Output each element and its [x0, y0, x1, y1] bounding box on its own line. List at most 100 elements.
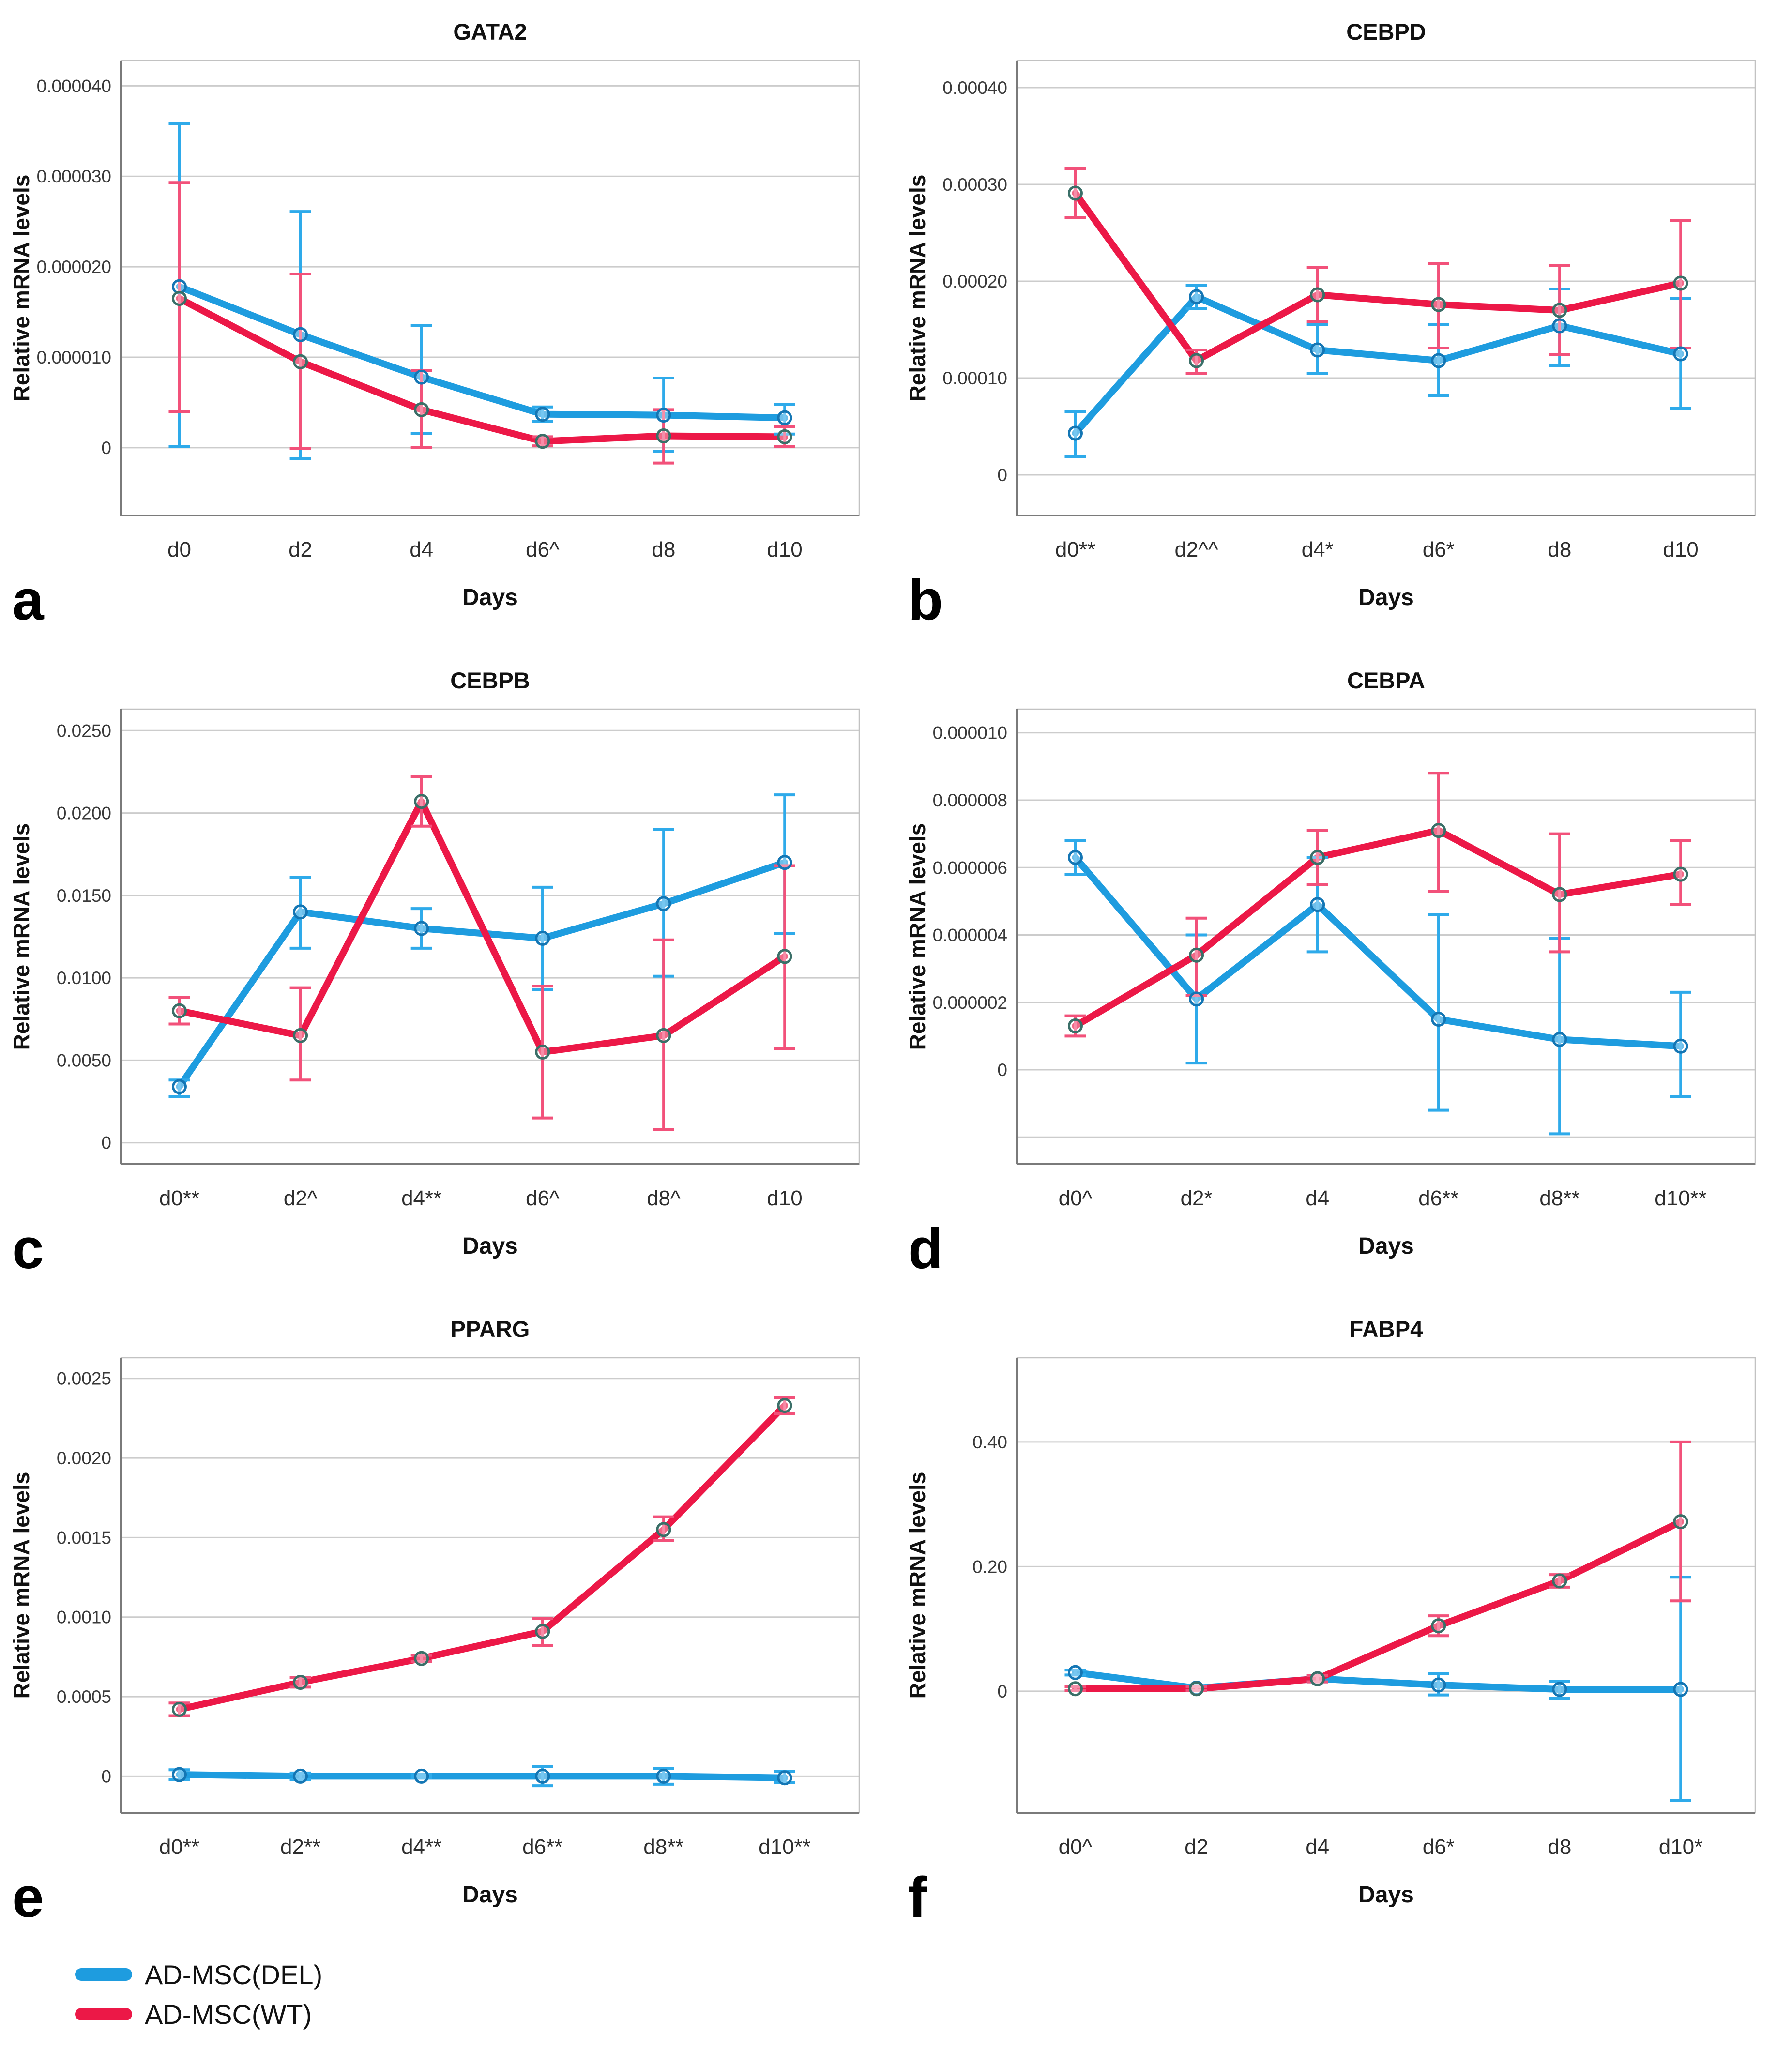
x-axis-title: Days [462, 1233, 518, 1259]
chart-svg-a: 0 0.000010 0.000020 0.000030 0.000040 d0 d2 d4 d… [9, 19, 860, 632]
data-marker-del [293, 327, 308, 342]
legend-label-wt: AD-MSC(WT) [145, 1999, 312, 2030]
x-tick-label: d8** [643, 1835, 683, 1859]
figure-legend: AD-MSC(DEL) AD-MSC(WT) [75, 1955, 1792, 2034]
y-tick-label: 0.000010 [37, 348, 111, 367]
data-marker-wt [1189, 1681, 1204, 1697]
x-axis-title: Days [1358, 1882, 1414, 1908]
x-tick-label: d8 [1548, 538, 1571, 562]
y-tick-label: 0.00030 [942, 175, 1007, 195]
data-marker-del [1067, 425, 1083, 441]
y-tick-label: 0.0015 [57, 1528, 111, 1548]
x-tick-label: d8^ [647, 1186, 681, 1210]
x-tick-label: d10 [1663, 538, 1698, 562]
data-marker-del [1067, 850, 1083, 865]
y-tick-label: 0.0150 [57, 886, 111, 906]
x-tick-label: d6* [1423, 1835, 1455, 1859]
series-line-wt [176, 798, 788, 1056]
y-axis-title: Relative mRNA levels [9, 175, 34, 402]
data-marker-wt [414, 1651, 429, 1666]
x-tick-label: d4* [1302, 538, 1334, 562]
series-line-wt [176, 1402, 788, 1713]
y-tick-label: 0.0020 [57, 1448, 111, 1468]
y-tick-label: 0.000010 [933, 723, 1007, 743]
y-tick-label: 0.0005 [57, 1687, 111, 1707]
data-marker-del [1552, 1032, 1567, 1047]
data-marker-del [293, 1768, 308, 1784]
x-tick-label: d2 [1185, 1835, 1208, 1859]
data-marker-del [1552, 318, 1567, 334]
panel-letter: c [12, 1217, 44, 1281]
panel-letter: a [12, 568, 45, 632]
data-marker-wt [1673, 1514, 1688, 1530]
data-marker-del [414, 1768, 429, 1784]
legend-item-del: AD-MSC(DEL) [75, 1955, 1792, 1994]
data-marker-wt [293, 1028, 308, 1043]
data-marker-wt [777, 1398, 792, 1413]
y-tick-label: 0.000040 [37, 76, 111, 96]
data-marker-wt [656, 1028, 671, 1043]
chart-panel-e: 0 0.0005 0.0010 0.0015 0.0020 0.0025 d0** d2** d… [0, 1297, 896, 1946]
series-line-wt [176, 295, 788, 445]
x-tick-label: d8** [1539, 1186, 1579, 1210]
series-line-del [176, 1771, 788, 1781]
x-tick-label: d4 [410, 538, 433, 562]
data-marker-del [777, 855, 792, 870]
data-marker-wt [777, 429, 792, 444]
x-tick-label: d4** [401, 1835, 441, 1859]
chart-panel-a: 0 0.000010 0.000020 0.000030 0.000040 d0 d2 d4 d… [0, 0, 896, 649]
data-marker-wt [171, 1701, 187, 1717]
data-marker-wt [1552, 1573, 1567, 1589]
chart-title: FABP4 [1350, 1316, 1423, 1342]
y-tick-label: 0.000008 [933, 790, 1007, 810]
x-tick-label: d0** [159, 1835, 199, 1859]
y-tick-label: 0.00040 [942, 78, 1007, 98]
y-tick-label: 0.0250 [57, 721, 111, 741]
y-tick-label: 0.0050 [57, 1050, 111, 1070]
data-marker-wt [293, 1674, 308, 1690]
x-tick-label: d6* [1423, 538, 1455, 562]
y-tick-label: 0.000020 [37, 257, 111, 277]
data-marker-wt [1189, 353, 1204, 368]
y-tick-label: 0 [997, 1682, 1007, 1701]
plot-frame [1016, 708, 1756, 1165]
data-marker-del [1673, 1038, 1688, 1054]
chart-title: CEBPA [1347, 668, 1425, 693]
x-tick-label: d4** [401, 1186, 441, 1210]
x-tick-label: d2^ [284, 1186, 318, 1210]
x-tick-label: d2 [289, 538, 312, 562]
series-line-del [176, 283, 788, 422]
x-axis-title: Days [462, 1882, 518, 1908]
series-line-wt [1072, 827, 1684, 1030]
y-tick-label: 0 [101, 1133, 111, 1153]
y-tick-label: 0.000030 [37, 167, 111, 186]
plot-frame [120, 1357, 860, 1814]
chart-panel-b: 0 0.00010 0.00020 0.00030 0.00040 d0** d2^^ d4*… [896, 0, 1792, 649]
data-marker-del [777, 1770, 792, 1786]
chart-svg-c: 0 0.0050 0.0100 0.0150 0.0200 0.0250 d0** d2^ d4… [9, 668, 860, 1281]
data-marker-del [1067, 1665, 1083, 1680]
y-tick-label: 0 [997, 1060, 1007, 1080]
y-axis-title: Relative mRNA levels [905, 175, 930, 402]
panel-letter: e [12, 1866, 44, 1929]
data-marker-del [656, 1768, 671, 1784]
panel-letter: b [908, 568, 943, 632]
y-tick-label: 0.0100 [57, 968, 111, 988]
data-marker-del [1431, 1012, 1446, 1027]
series-line-wt [1072, 1518, 1684, 1692]
data-marker-del [535, 930, 550, 946]
data-marker-wt [1310, 850, 1325, 865]
x-tick-label: d2** [280, 1835, 320, 1859]
legend-swatch-wt [75, 2008, 132, 2020]
chart-title: PPARG [451, 1316, 530, 1342]
x-tick-label: d8 [1548, 1835, 1571, 1859]
x-tick-label: d10 [767, 538, 802, 562]
y-axis-title: Relative mRNA levels [9, 823, 34, 1050]
data-marker-wt [293, 354, 308, 369]
data-marker-del [656, 896, 671, 911]
x-tick-label: d0** [1055, 538, 1095, 562]
data-marker-wt [1552, 887, 1567, 902]
data-marker-wt [1067, 185, 1083, 201]
chart-panel-f: 0 0.20 0.40 d0^ d2 d4 d6* d8 d10* FABP4 Relative m… [896, 1297, 1792, 1946]
data-marker-wt [777, 949, 792, 964]
